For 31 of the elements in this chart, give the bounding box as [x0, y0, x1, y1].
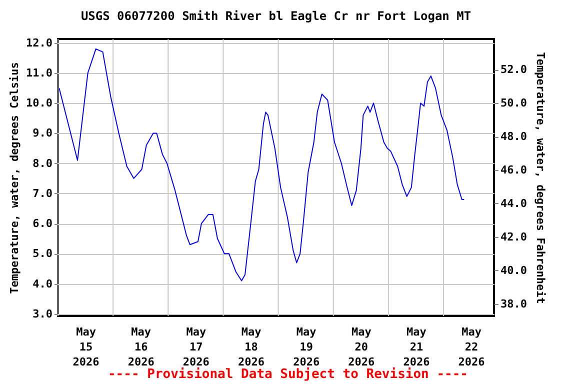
chart-title: USGS 06077200 Smith River bl Eagle Cr nr Fort Logan MT [80, 8, 472, 23]
line-series [58, 48, 465, 282]
y-tick-label: 5.0 [32, 247, 52, 260]
y2-tick-label: 40.0 [500, 264, 527, 277]
x-tick-label: May 17 2026 [182, 326, 210, 368]
x-tick-label: May 18 2026 [238, 326, 265, 368]
y2-tick-label: 42.0 [500, 230, 527, 244]
y-tick-label: 9.0 [32, 126, 52, 140]
y-tick-label: 12.0 [26, 36, 52, 50]
y2-tick-label: 52.0 [500, 63, 527, 76]
y2-tick-label: 46.0 [500, 163, 527, 176]
x-tick-label: May 20 2026 [348, 326, 376, 368]
text: ---- Provisional Data Subject to Revision ---- [106, 367, 470, 382]
x-tick-label: May 16 2026 [128, 326, 155, 368]
y-tick-label: 10.0 [26, 96, 52, 110]
x-tick-label: May 21 2026 [403, 326, 430, 368]
y2-tick-label: 50.0 [500, 96, 527, 110]
y-tick-label: 4.0 [32, 277, 52, 290]
y-tick-label: 11.0 [26, 66, 52, 80]
x-tick-label: May 15 2026 [72, 326, 100, 368]
y2-tick-label: 48.0 [500, 130, 527, 144]
y2-tick-label: 38.0 [500, 297, 527, 310]
y2-axis-title: Temperature, water, degrees Fahrenheit [534, 52, 547, 304]
y-tick-label: 6.0 [32, 217, 52, 230]
y-tick-label: 7.0 [32, 186, 52, 200]
y-axis-title: Temperature, water, degrees Celsius [8, 62, 22, 294]
y2-tick-label: 44.0 [500, 196, 527, 210]
x-tick-label: May 19 2026 [293, 326, 320, 368]
y-tick-label: 8.0 [32, 156, 52, 170]
y-tick-label: 3.0 [32, 307, 52, 320]
x-tick-label: May 22 2026 [458, 326, 486, 368]
